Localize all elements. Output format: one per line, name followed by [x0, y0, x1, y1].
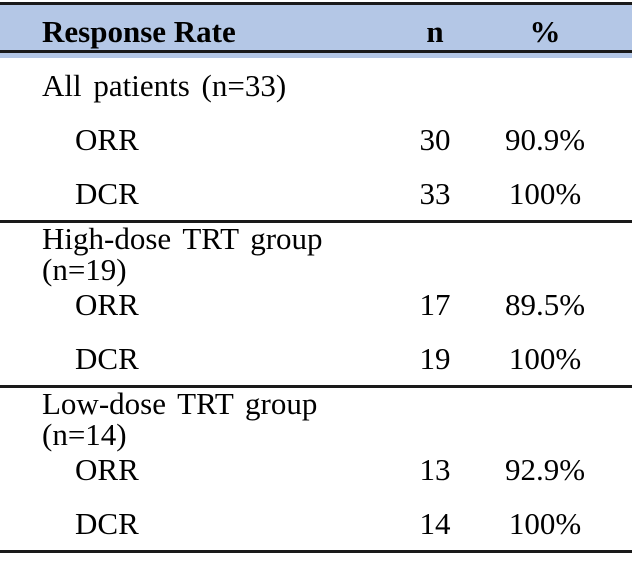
row-label-dcr: DCR	[75, 175, 139, 211]
group-label-high-dose: High-dose TRT group (n=19)	[42, 221, 323, 287]
table-row-orr: ORR 13 92.9%	[0, 442, 632, 496]
section-divider	[0, 220, 632, 223]
row-n-value: 30	[419, 121, 451, 157]
row-pct-value: 90.9%	[504, 121, 586, 157]
group-label-all-patients: All patients (n=33)	[42, 67, 287, 103]
table-row-orr: ORR 30 90.9%	[0, 112, 632, 166]
table-row-dcr: DCR 19 100%	[0, 331, 632, 385]
row-n-value: 33	[419, 175, 451, 211]
row-pct-value: 100%	[508, 505, 582, 541]
row-n-value: 17	[419, 286, 451, 322]
row-pct-value: 100%	[508, 175, 582, 211]
section-high-dose: High-dose TRT group (n=19) ORR 17 89.5% …	[0, 223, 632, 385]
row-label-dcr: DCR	[75, 340, 139, 376]
section-all-patients: All patients (n=33) ORR 30 90.9% DCR 33 …	[0, 58, 632, 220]
table-header-row: Response Rate n %	[0, 2, 632, 58]
table-row-dcr: DCR 33 100%	[0, 166, 632, 220]
row-label-orr: ORR	[75, 451, 139, 487]
row-pct-value: 89.5%	[504, 286, 586, 322]
table-row-dcr: DCR 14 100%	[0, 496, 632, 550]
row-pct-value: 100%	[508, 340, 582, 376]
header-n: n	[426, 14, 444, 49]
table-bottom-border	[0, 550, 632, 553]
section-divider	[0, 385, 632, 388]
row-label-orr: ORR	[75, 286, 139, 322]
row-pct-value: 92.9%	[504, 451, 586, 487]
row-label-orr: ORR	[75, 121, 139, 157]
row-label-dcr: DCR	[75, 505, 139, 541]
response-rate-table: Response Rate n % All patients (n=33) OR…	[0, 2, 632, 553]
row-n-value: 19	[419, 340, 451, 376]
header-percent: %	[529, 14, 561, 49]
row-n-value: 14	[419, 505, 451, 541]
table-row-orr: ORR 17 89.5%	[0, 277, 632, 331]
group-label-row: All patients (n=33)	[0, 58, 632, 112]
group-label-row: Low-dose TRT group (n=14)	[0, 388, 632, 450]
group-label-row: High-dose TRT group (n=19)	[0, 223, 632, 285]
header-response-rate: Response Rate	[42, 14, 236, 49]
section-low-dose: Low-dose TRT group (n=14) ORR 13 92.9% D…	[0, 388, 632, 550]
row-n-value: 13	[419, 451, 451, 487]
group-label-low-dose: Low-dose TRT group (n=14)	[42, 386, 318, 452]
